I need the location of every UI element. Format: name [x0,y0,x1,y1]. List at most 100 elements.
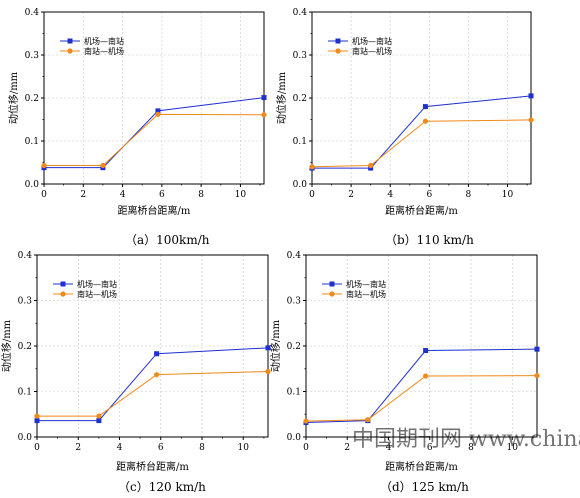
x-tick-label: 6 [426,190,432,200]
y-tick-label: 0.3 [293,51,308,61]
panel-caption: （c）120 km/h [118,480,206,494]
chart-panel-1: 0 2 4 6 8 10 0.0 0.1 0.2 0.3 0.4 距离桥台距离/m 动位移/mm 机场—南… [7,8,267,247]
x-tick-label: 2 [80,190,86,200]
x-tick-label: 10 [235,190,247,200]
series-1-point [423,348,429,354]
series-1-point [528,93,534,99]
series-1-point [261,95,267,101]
panel-caption: （d）125 km/h [380,480,469,494]
x-tick-label: 10 [238,443,250,453]
series-2-point [154,372,160,378]
legend-marker [329,291,335,297]
legend-marker [67,48,73,54]
y-axis-title: 动位移/mm [0,319,13,372]
series-2-point [422,118,429,124]
y-tick-label: 0.0 [293,180,308,190]
x-axis-title: 距离桥台距离/m [385,204,458,217]
series-2-point [423,373,429,379]
watermark-text: 中国期刊网 www.chinaqking.com [352,427,580,452]
series-line-1 [312,95,532,169]
chart-panel-3: 0 2 4 6 8 10 0.0 0.1 0.2 0.3 0.4 距离桥台距离/m 动位移/mm 机场—南… [0,251,271,494]
y-tick-label: 0.4 [293,8,308,18]
series-1-point [154,351,160,357]
series-line-2 [311,119,532,168]
y-axis-title: 动位移/mm [269,319,282,372]
series-2-point [309,164,315,170]
x-tick-label: 4 [387,190,393,200]
x-tick-label: 0 [303,443,309,453]
x-tick-label: 8 [199,443,205,453]
x-tick-label: 6 [159,190,165,200]
series-line-2 [37,370,269,417]
chart-panel-2: 0 2 4 6 8 10 0.0 0.1 0.2 0.3 0.4 距离桥台距离/m 动位移/mm 机场—南… [275,8,534,247]
legend-label: 机场—南站 [77,279,117,289]
x-tick-label: 4 [386,443,392,453]
series-line-2 [44,113,265,167]
legend-marker [329,281,335,287]
y-tick-label: 0.0 [25,180,40,190]
legend-label: 南站—机场 [77,289,117,299]
y-tick-label: 0.1 [18,388,32,398]
series-2-point [261,112,267,118]
series-line-1 [305,348,538,423]
x-tick-label: 0 [34,443,40,453]
x-tick-label: 10 [502,190,514,200]
y-tick-label: 0.0 [18,433,33,443]
panel-caption: （b）110 km/h [385,233,474,247]
legend-label: 机场—南站 [84,36,124,46]
series-2-point [100,162,106,169]
series-1-point [265,345,271,351]
x-tick-label: 2 [348,190,354,200]
series-line-2 [305,375,538,422]
x-tick-label: 0 [41,190,47,200]
legend-label: 机场—南站 [352,36,392,46]
x-tick-label: 6 [158,443,164,453]
legend-marker [60,281,66,287]
chart-panel-4: 0 2 4 6 8 10 0.0 0.1 0.2 0.3 0.4 距离桥台距离/m 动位移/mm 机场—南… [269,251,540,494]
x-tick-label: 2 [344,443,350,453]
y-tick-label: 0.2 [293,94,307,104]
legend-label: 南站—机场 [84,46,124,56]
y-axis-title: 动位移/mm [7,71,20,124]
y-tick-label: 0.3 [18,297,33,307]
series-1-point [422,104,428,110]
y-tick-label: 0.2 [287,342,301,352]
y-tick-label: 0.1 [293,137,307,147]
x-axis-title: 距离桥台距离/m [118,204,191,217]
legend-marker [60,291,66,297]
series-1-point [96,418,102,424]
y-tick-label: 0.1 [287,388,301,398]
series-line-1 [44,97,265,169]
series-1-point [155,108,161,114]
x-tick-label: 2 [75,443,81,453]
y-tick-label: 0.3 [25,51,40,61]
series-2-point [368,162,374,169]
series-2-point [41,162,47,169]
y-tick-label: 0.3 [287,297,302,307]
series-2-point [265,368,271,375]
series-2-point [365,417,371,423]
x-tick-label: 10 [507,443,519,453]
y-tick-label: 0.0 [287,433,302,443]
x-tick-label: 8 [466,190,472,200]
series-2-point [528,117,534,123]
y-tick-label: 0.1 [25,137,39,147]
legend-marker [335,38,341,44]
x-tick-label: 6 [427,443,433,453]
panel-caption: （a）100km/h [125,233,210,247]
x-tick-label: 4 [120,190,126,200]
y-tick-label: 0.4 [18,251,33,261]
y-tick-label: 0.2 [18,342,32,352]
series-line-1 [37,347,269,422]
x-tick-label: 8 [468,443,474,453]
x-tick-label: 0 [309,190,315,200]
x-tick-label: 4 [117,443,123,453]
legend-marker [335,48,341,54]
y-tick-label: 0.4 [25,8,40,18]
series-1-point [534,346,540,352]
series-2-point [34,413,40,419]
legend-label: 南站—机场 [346,289,386,299]
series-2-point [303,418,309,424]
x-axis-title: 距离桥台距离/m [116,460,189,473]
